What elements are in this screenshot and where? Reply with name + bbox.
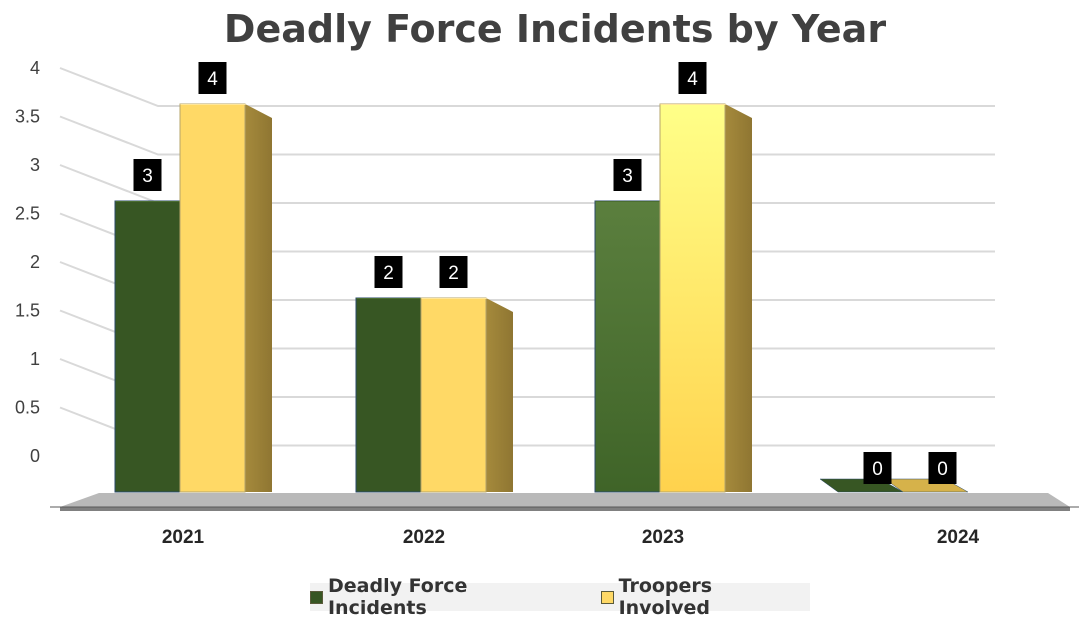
data-label-box <box>133 159 162 191</box>
y-tick-label: 2 <box>30 252 40 272</box>
data-label-text: 2 <box>448 263 459 284</box>
legend-item-deadly-force: Deadly Force Incidents <box>310 575 573 619</box>
legend-swatch-troopers <box>600 590 614 604</box>
bar-side <box>725 104 752 492</box>
data-label-box <box>613 159 642 191</box>
bar-top <box>421 298 487 299</box>
bar-top <box>356 298 422 299</box>
y-tick-label: 3.5 <box>15 107 40 127</box>
bar-top <box>595 201 661 202</box>
data-label: 2 <box>374 256 403 288</box>
data-label-text: 0 <box>872 459 883 480</box>
bar-troopers-involved-2022 <box>420 297 487 493</box>
x-axis-ticks: 2021 2022 2023 2024 <box>162 527 980 548</box>
legend-item-troopers: Troopers Involved <box>600 575 810 619</box>
data-label-box <box>678 62 707 94</box>
chart-title: Deadly Force Incidents by Year <box>224 7 886 51</box>
data-label-box <box>928 452 957 484</box>
data-label-text: 4 <box>207 69 218 90</box>
legend-label-troopers: Troopers Involved <box>618 575 713 619</box>
legend: Deadly Force Incidents Troopers Involved <box>310 575 810 619</box>
data-label: 4 <box>678 62 707 94</box>
bar-side <box>486 298 513 492</box>
data-label-box <box>374 256 403 288</box>
bar-deadly-force-incidents-2022 <box>355 297 422 493</box>
x-tick-label: 2022 <box>403 527 445 548</box>
x-tick-label: 2024 <box>937 527 980 548</box>
y-axis-ticks: 0 0.5 1 1.5 2 2.5 3 3.5 4 <box>15 58 40 466</box>
floor-edge <box>60 507 1070 511</box>
bars <box>114 103 969 493</box>
y-tick-label: 3 <box>30 155 40 175</box>
data-label-box <box>439 256 468 288</box>
legend-swatch-deadly-force <box>310 590 323 604</box>
y-tick-label: 4 <box>30 58 40 78</box>
data-label-text: 4 <box>687 69 698 90</box>
bar-side <box>245 104 272 492</box>
bar-troopers-involved-2021 <box>179 103 246 493</box>
chart-floor <box>50 493 1079 511</box>
data-labels: 3 4 2 2 3 4 0 0 <box>133 62 957 484</box>
data-label: 3 <box>613 159 642 191</box>
bar-deadly-force-incidents-2023 <box>594 200 661 493</box>
bar-top <box>660 104 726 105</box>
data-label: 3 <box>133 159 162 191</box>
bar-troopers-involved-2023 <box>659 103 726 493</box>
bar-deadly-force-incidents-2021 <box>114 200 181 493</box>
y-tick-label: 0.5 <box>15 398 40 418</box>
y-tick-label: 0 <box>30 446 40 466</box>
bar-top <box>180 104 246 105</box>
floor-top <box>60 493 1070 507</box>
data-label-text: 0 <box>937 459 948 480</box>
data-label-box <box>863 452 892 484</box>
x-tick-label: 2023 <box>642 527 684 548</box>
data-label: 2 <box>439 256 468 288</box>
y-tick-label: 2.5 <box>15 204 40 224</box>
data-label-text: 2 <box>383 263 394 284</box>
data-label-text: 3 <box>142 166 153 187</box>
y-tick-label: 1 <box>30 349 40 369</box>
data-label: 0 <box>863 452 892 484</box>
data-label-box <box>198 62 227 94</box>
bar-top <box>115 201 181 202</box>
data-label-text: 3 <box>622 166 633 187</box>
y-tick-label: 1.5 <box>15 301 40 321</box>
x-tick-label: 2021 <box>162 527 205 548</box>
data-label: 0 <box>928 452 957 484</box>
legend-label-deadly-force: Deadly Force Incidents <box>327 575 468 619</box>
data-label: 4 <box>198 62 227 94</box>
